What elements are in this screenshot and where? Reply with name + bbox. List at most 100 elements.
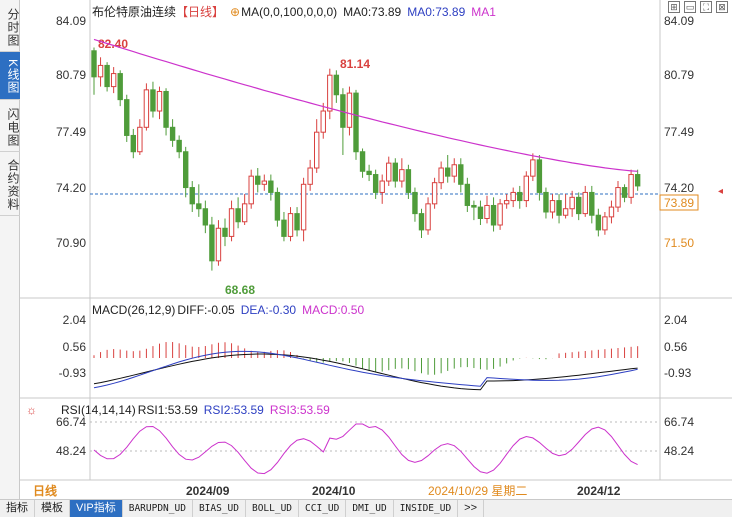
tab-kline[interactable]: K线图 xyxy=(0,52,20,100)
price-legend: 布伦特原油连续【日线】 ⊕MA(0,0,100,0,0,0) MA0:73.89 MA… xyxy=(92,3,502,20)
candle-body xyxy=(425,203,431,231)
ma-params: MA(0,0,100,0,0,0) xyxy=(241,5,338,19)
crosshair-time: 2024/10/29 星期二 xyxy=(428,484,527,498)
candle-body xyxy=(228,208,235,237)
candle-body xyxy=(97,64,104,78)
candle-body xyxy=(235,208,241,223)
candle-body xyxy=(438,167,444,184)
tab-dmi[interactable]: DMI_UD xyxy=(346,499,394,517)
rsi2-value: RSI2:53.59 xyxy=(203,403,264,417)
candle-body xyxy=(222,227,228,237)
candle-body xyxy=(372,174,379,193)
tab-flash-chart[interactable]: 闪电图 xyxy=(0,100,20,152)
add-indicator-icon[interactable]: ⊕ xyxy=(230,5,241,19)
period-badge[interactable]: 【日线】 xyxy=(176,5,225,19)
candle-body xyxy=(589,191,595,216)
candle-body xyxy=(366,170,372,176)
macd-histogram xyxy=(93,342,639,375)
rsi-line xyxy=(93,423,638,475)
candle-body xyxy=(137,126,143,153)
candle-body xyxy=(346,92,353,128)
candle-body xyxy=(595,214,602,231)
tab-contract-info[interactable]: 合约资料 xyxy=(0,152,20,216)
candle-body xyxy=(399,169,405,182)
candle-body xyxy=(300,183,307,231)
macd-label: MACD(26,12,9) xyxy=(92,303,176,317)
candle-body xyxy=(451,164,457,177)
candle-body xyxy=(523,175,529,202)
candle-body xyxy=(497,203,503,226)
candle-body xyxy=(582,191,588,215)
more-tabs-button[interactable]: >> xyxy=(458,499,485,517)
candle-body xyxy=(150,89,156,112)
fullscreen-icon[interactable]: ⛶ xyxy=(700,1,712,13)
candle-body xyxy=(248,175,254,205)
candle-body xyxy=(143,89,150,128)
price-tick-right: 84.09 xyxy=(664,14,694,28)
rsi3-value: RSI3:53.59 xyxy=(269,403,330,417)
macd-diff-line xyxy=(93,353,638,391)
time-tick: 2024/12 xyxy=(577,484,621,498)
candle-body xyxy=(477,206,484,219)
price-tick: 84.09 xyxy=(56,14,86,28)
ma1-label: MA1 xyxy=(471,5,496,19)
candle-body xyxy=(307,167,313,185)
candle-body xyxy=(464,183,471,206)
candle-body xyxy=(517,191,523,202)
candle-body xyxy=(386,162,392,182)
macd-diff: DIFF:-0.05 xyxy=(177,303,235,317)
candle-body xyxy=(484,204,490,219)
macd-tick-right: -0.93 xyxy=(664,366,692,380)
candle-body xyxy=(255,175,261,185)
candle-body xyxy=(91,50,97,78)
tab-boll[interactable]: BOLL_UD xyxy=(246,499,300,517)
candle-body xyxy=(379,180,385,193)
symbol-title: 布伦特原油连续 xyxy=(92,5,177,19)
candle-body xyxy=(359,151,366,172)
tab-bias[interactable]: BIAS_UD xyxy=(193,499,246,517)
rsi-tick-right: 66.74 xyxy=(664,415,694,429)
macd-value: MACD:0.50 xyxy=(302,303,365,317)
candle-body xyxy=(215,227,222,262)
candle-body xyxy=(621,187,628,198)
candle-body xyxy=(196,203,202,210)
candle-body xyxy=(405,169,412,193)
candle-body xyxy=(628,174,634,198)
candle-body xyxy=(510,191,516,202)
tab-inside[interactable]: INSIDE_UD xyxy=(394,499,459,517)
candle-body xyxy=(615,187,621,208)
tab-indicators[interactable]: 指标 xyxy=(0,499,35,517)
rsi-settings-icon[interactable]: ☼ xyxy=(26,403,37,417)
candle-body xyxy=(556,200,562,216)
candle-body xyxy=(562,208,569,216)
candle-body xyxy=(124,99,130,136)
candle-body xyxy=(261,180,268,185)
candle-body xyxy=(183,151,189,189)
macd-tick-right: 2.04 xyxy=(664,313,688,327)
tab-barupdn[interactable]: BARUPDN_UD xyxy=(123,499,193,517)
candle-body xyxy=(163,90,169,128)
price-pointer-icon: ◂ xyxy=(718,186,723,197)
chart-canvas[interactable]: 84.09 80.79 77.49 74.20 70.90 84.09 80.7… xyxy=(0,0,732,499)
rsi1-value: RSI1:53.59 xyxy=(137,403,198,417)
candle-body xyxy=(274,191,281,221)
candle-body xyxy=(241,203,248,223)
ma-line xyxy=(93,38,638,172)
candle-body xyxy=(117,73,123,101)
expand-icon[interactable]: ⊞ xyxy=(668,1,680,13)
close-icon[interactable]: ⊠ xyxy=(716,1,728,13)
candle-body xyxy=(458,164,464,185)
tab-vip-indicators[interactable]: VIP指标 xyxy=(70,499,123,517)
candle-body xyxy=(530,159,536,177)
tab-timeshare[interactable]: 分时图 xyxy=(0,0,20,52)
candle-body xyxy=(634,174,641,187)
price-tick-right: 74.20 xyxy=(664,181,694,195)
restore-icon[interactable]: ▭ xyxy=(684,1,696,13)
macd-legend: MACD(26,12,9) DIFF:-0.05 DEA:-0.30 MACD:0.5… xyxy=(92,303,370,317)
tab-templates[interactable]: 模板 xyxy=(35,499,70,517)
candle-body xyxy=(392,162,399,182)
tab-cci[interactable]: CCI_UD xyxy=(299,499,347,517)
candle-body xyxy=(202,208,209,226)
candle-body xyxy=(503,200,510,205)
